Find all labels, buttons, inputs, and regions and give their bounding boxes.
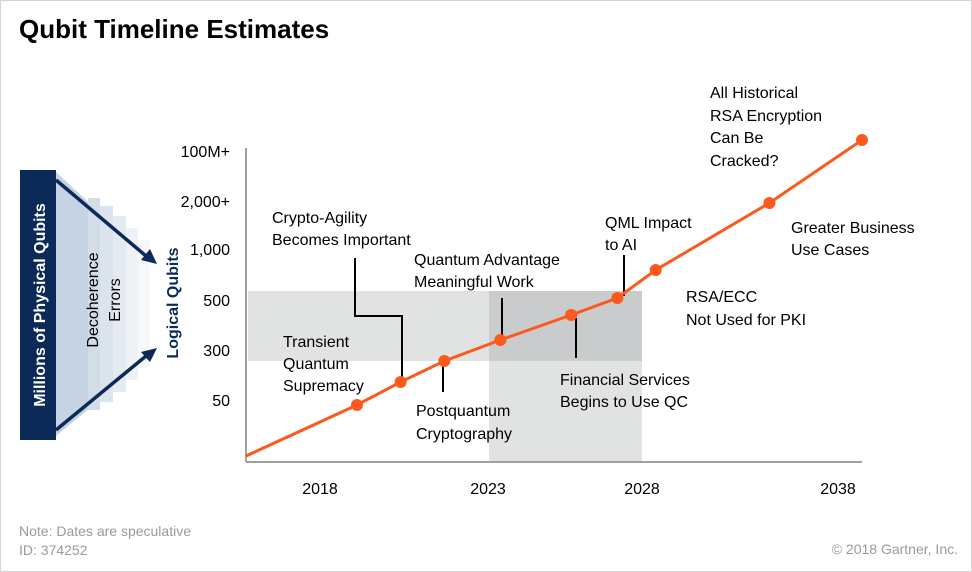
- physical-to-logical-graphic: Millions of Physical Qubits Decoherence …: [20, 170, 182, 440]
- series-marker: [438, 355, 451, 367]
- annotation-line: Quantum: [283, 356, 349, 373]
- annotation-line: Cracked?: [710, 153, 779, 170]
- leader-crypto-agility: [354, 258, 403, 378]
- x-tick-label: 2023: [470, 481, 506, 498]
- annotation-quantum-advantage: Quantum Advantage Meaningful Work: [414, 252, 560, 291]
- annotation-line: All Historical: [710, 85, 798, 102]
- series-line: [245, 138, 863, 458]
- annotation-line: QML Impact: [605, 215, 692, 232]
- annotation-line: RSA Encryption: [710, 108, 822, 125]
- y-tick-label: 100M+: [181, 144, 230, 161]
- y-tick-label: 1,000: [190, 242, 230, 259]
- annotation-line: Meaningful Work: [414, 274, 535, 291]
- chart-title: Qubit Timeline Estimates: [19, 14, 330, 44]
- annotation-all-historical-rsa: All Historical RSA Encryption Can Be Cra…: [710, 85, 822, 170]
- series-marker: [611, 292, 624, 304]
- y-tick-label: 300: [203, 343, 230, 360]
- footer-copyright: © 2018 Gartner, Inc.: [831, 541, 958, 557]
- annotation-line: Financial Services: [560, 372, 690, 389]
- annotation-line: RSA/ECC: [686, 289, 757, 306]
- annotation-rsa-ecc: RSA/ECC Not Used for PKI: [686, 289, 806, 329]
- arrow-top-head-icon: [141, 249, 157, 264]
- annotation-line: Can Be: [710, 130, 763, 147]
- series-marker: [494, 334, 507, 346]
- series-marker: [565, 309, 578, 321]
- annotation-line: Transient: [283, 334, 350, 351]
- leader-lines: [354, 255, 625, 392]
- annotation-postquantum: Postquantum Cryptography: [416, 403, 512, 443]
- y-tick-label: 50: [212, 393, 230, 410]
- arrow-top-shaft: [54, 178, 148, 258]
- physical-qubits-label: Millions of Physical Qubits: [32, 203, 49, 407]
- y-tick-label: 500: [203, 293, 230, 310]
- annotation-line: Begins to Use QC: [560, 394, 688, 411]
- footer-id: ID: 374252: [19, 542, 88, 558]
- annotation-line: Quantum Advantage: [414, 252, 560, 269]
- logical-qubits-label: Logical Qubits: [165, 247, 182, 358]
- annotation-greater-business: Greater Business Use Cases: [791, 220, 915, 259]
- series-marker: [763, 197, 776, 209]
- decoherence-label-line1: Decoherence: [85, 252, 102, 347]
- annotation-line: Crypto-Agility: [272, 210, 367, 227]
- series-marker: [350, 399, 363, 411]
- annotation-line: to AI: [605, 237, 637, 254]
- annotations: Transient Quantum Supremacy Crypto-Agili…: [272, 85, 915, 443]
- annotation-line: Becomes Important: [272, 232, 411, 249]
- x-tick-label: 2038: [820, 481, 856, 498]
- window-2023-2028-column: [489, 361, 642, 462]
- annotation-line: Greater Business: [791, 220, 915, 237]
- annotation-crypto-agility: Crypto-Agility Becomes Important: [272, 210, 411, 249]
- x-tick-label: 2028: [624, 481, 660, 498]
- arrow-bottom-head-icon: [141, 348, 157, 362]
- annotation-qml-impact: QML Impact to AI: [605, 215, 692, 254]
- arrow-bottom-shaft: [54, 354, 148, 432]
- annotation-line: Postquantum: [416, 403, 510, 420]
- annotation-line: Use Cases: [791, 242, 869, 259]
- series-marker: [856, 134, 868, 146]
- x-tick-label: 2018: [302, 481, 338, 498]
- physical-qubits-box: [20, 170, 56, 440]
- y-tick-label: 2,000+: [181, 194, 230, 211]
- annotation-financial-services: Financial Services Begins to Use QC: [560, 372, 690, 411]
- annotation-line: Not Used for PKI: [686, 312, 806, 329]
- annotation-line: Cryptography: [416, 426, 512, 443]
- series-markers: [350, 134, 868, 411]
- x-tick-labels: 2018 2023 2028 2038: [302, 481, 856, 498]
- y-tick-labels: 100M+ 2,000+ 1,000 500 300 50: [181, 144, 230, 410]
- annotation-line: Supremacy: [283, 378, 364, 395]
- footer-note: Note: Dates are speculative: [19, 523, 191, 539]
- series-marker: [394, 376, 407, 388]
- decoherence-label-line2: Errors: [107, 278, 124, 322]
- annotation-transient-supremacy: Transient Quantum Supremacy: [283, 334, 364, 395]
- series-marker: [649, 264, 662, 276]
